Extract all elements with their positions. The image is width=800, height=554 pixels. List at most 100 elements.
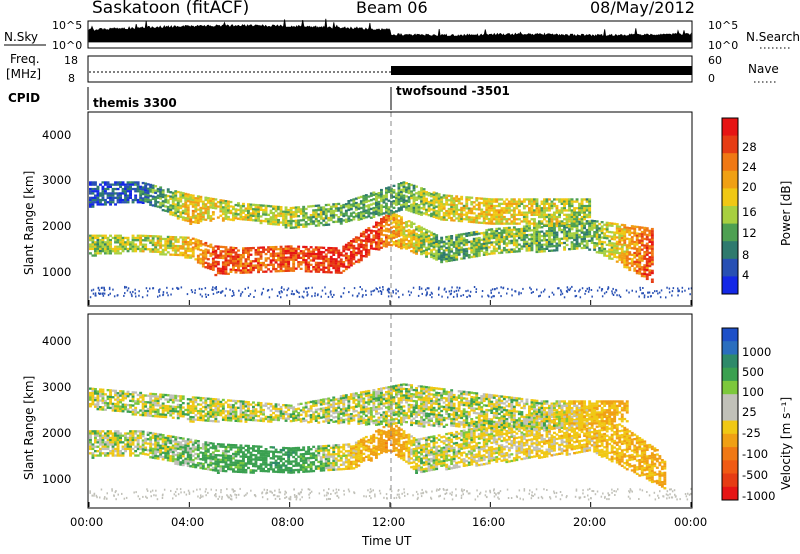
heatmap-cell (615, 260, 619, 263)
heatmap-cell (119, 439, 122, 442)
ground-scatter-cell (590, 289, 593, 291)
heatmap-cell (186, 254, 190, 257)
ground-scatter-cell (678, 290, 680, 293)
heatmap-cell (211, 211, 215, 214)
heatmap-cell (184, 459, 188, 463)
heatmap-cell (94, 434, 97, 437)
ground-scatter-cell (560, 293, 562, 296)
heatmap-cell (347, 202, 351, 205)
heatmap-cell (605, 226, 609, 229)
heatmap-cell (279, 267, 283, 270)
heatmap-cell (144, 234, 148, 238)
heatmap-cell (249, 247, 253, 250)
heatmap-cell (257, 447, 260, 450)
heatmap-cell (166, 238, 170, 241)
heatmap-cell (224, 263, 228, 266)
heatmap-cell (259, 221, 263, 225)
heatmap-cell (447, 250, 451, 254)
heatmap-cell (279, 451, 283, 454)
heatmap-cell (146, 248, 150, 251)
heatmap-cell (585, 220, 589, 223)
heatmap-cell (176, 217, 180, 220)
ground-scatter-cell (584, 292, 586, 295)
heatmap-cell (623, 228, 627, 231)
heatmap-cell (111, 445, 115, 448)
heatmap-cell (164, 436, 168, 439)
heatmap-cell (570, 202, 574, 205)
heatmap-cell (176, 443, 180, 446)
ground-scatter-cell (642, 287, 644, 289)
heatmap-cell (146, 442, 150, 445)
heatmap-cell (437, 204, 441, 207)
heatmap-cell (106, 185, 110, 188)
heatmap-cell (490, 252, 494, 255)
heatmap-cell (420, 198, 423, 201)
ground-scatter-cell (112, 288, 114, 291)
heatmap-cell (553, 236, 556, 239)
heatmap-cell (206, 244, 210, 248)
heatmap-cell (538, 237, 541, 240)
heatmap-cell (224, 454, 228, 457)
heatmap-cell (407, 209, 411, 212)
heatmap-cell (427, 245, 431, 248)
heatmap-cell (94, 243, 97, 246)
heatmap-cell (176, 253, 180, 257)
heatmap-cell (440, 218, 444, 221)
heatmap-cell (224, 248, 228, 251)
heatmap-cell (347, 266, 351, 269)
heatmap-cell (553, 215, 556, 219)
heatmap-cell (304, 267, 308, 271)
heatmap-cell (415, 248, 418, 251)
heatmap-cell (322, 255, 326, 258)
heatmap-cell (294, 210, 298, 214)
heatmap-cell (196, 199, 200, 202)
heatmap-cell (124, 241, 127, 244)
heatmap-cell (369, 238, 373, 241)
heatmap-cell (477, 241, 481, 244)
ground-scatter-cell (398, 296, 400, 299)
heatmap-cell (159, 188, 163, 191)
heatmap-cell (244, 271, 248, 274)
heatmap-cell (638, 252, 642, 255)
ground-scatter-cell (180, 286, 183, 289)
heatmap-cell (440, 247, 444, 250)
heatmap-cell (422, 241, 426, 244)
heatmap-cell (367, 199, 371, 203)
heatmap-cell (505, 202, 509, 205)
ground-scatter-cell (387, 295, 390, 298)
heatmap-cell (395, 213, 398, 216)
heatmap-cell (550, 234, 554, 237)
heatmap-cell (121, 245, 125, 248)
heatmap-cell (149, 186, 153, 189)
heatmap-cell (144, 442, 148, 445)
heatmap-cell (139, 430, 143, 433)
heatmap-cell (540, 234, 544, 238)
heatmap-cell (282, 457, 285, 461)
heatmap-cell (467, 254, 471, 257)
heatmap-cell (457, 208, 461, 212)
heatmap-cell (259, 467, 263, 470)
heatmap-cell (492, 247, 496, 251)
heatmap-cell (94, 441, 97, 444)
heatmap-cell (292, 219, 296, 223)
heatmap-cell (264, 450, 268, 453)
heatmap-cell (630, 242, 634, 245)
heatmap-cell (139, 241, 143, 244)
heatmap-cell (134, 181, 138, 184)
heatmap-cell (214, 249, 218, 252)
heatmap-cell (595, 233, 599, 236)
heatmap-cell (299, 256, 303, 259)
heatmap-cell (106, 181, 110, 184)
ground-scatter-cell (392, 290, 394, 292)
ground-scatter-cell (557, 287, 559, 290)
heatmap-cell (510, 233, 514, 236)
heatmap-cell (590, 241, 594, 244)
heatmap-cell (548, 222, 551, 225)
heatmap-cell (553, 218, 556, 221)
heatmap-cell (189, 200, 193, 203)
heatmap-cell (319, 264, 323, 267)
heatmap-cell (507, 239, 511, 243)
heatmap-cell (292, 252, 296, 255)
heatmap-cell (164, 443, 168, 446)
heatmap-cell (332, 214, 336, 217)
